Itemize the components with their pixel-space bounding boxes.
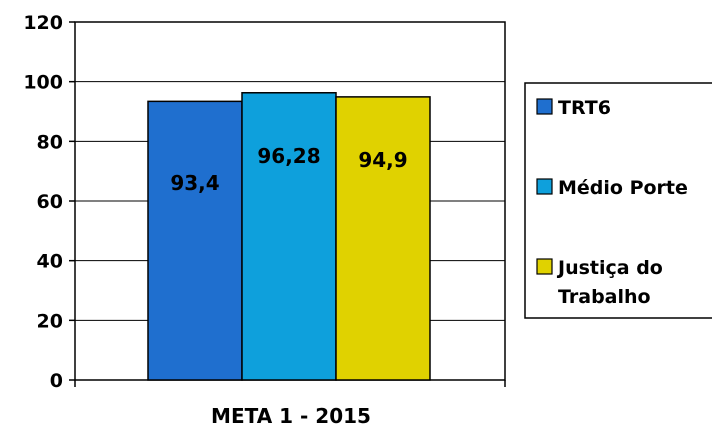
data-label: 93,4 [170, 171, 219, 195]
legend-swatch [536, 98, 553, 115]
legend-label: Justiça do [556, 257, 663, 279]
y-tick-label: 120 [23, 12, 63, 34]
y-tick-label: 40 [37, 251, 63, 273]
y-tick-label: 0 [50, 370, 63, 392]
bar-trt6 [147, 100, 243, 381]
y-tick-label: 100 [23, 72, 63, 94]
legend-label: Médio Porte [558, 177, 688, 199]
bar-m-dio-porte [241, 92, 337, 381]
data-labels: 93,4 96,28 94,9 [170, 144, 407, 195]
legend-label: TRT6 [558, 97, 611, 119]
y-tick-label: 60 [37, 191, 63, 213]
axes [69, 21, 506, 387]
data-label: 94,9 [358, 148, 407, 172]
y-tick-label: 80 [37, 131, 63, 153]
data-label: 96,28 [257, 144, 320, 168]
y-tick-label: 20 [37, 310, 63, 332]
bar-justi-a-do-trabalho [335, 96, 431, 381]
legend-swatch [536, 178, 553, 195]
legend-label: Trabalho [558, 286, 651, 308]
x-axis-label: META 1 - 2015 [211, 404, 371, 428]
y-tick-labels: 0 20 40 60 80 100 120 [23, 12, 63, 392]
legend: TRT6 Médio Porte Justiça do Trabalho [524, 82, 712, 319]
legend-swatch [536, 258, 553, 275]
legend-box [524, 82, 712, 319]
bars [147, 92, 431, 381]
